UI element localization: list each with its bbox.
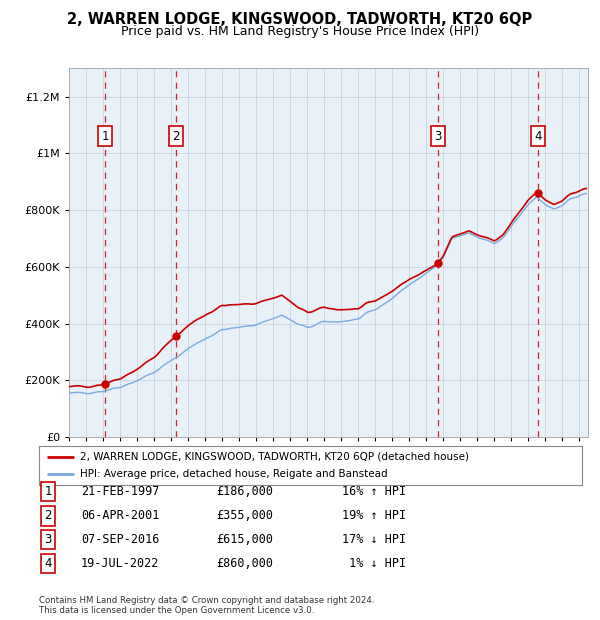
Text: 19% ↑ HPI: 19% ↑ HPI xyxy=(342,510,406,522)
Text: Price paid vs. HM Land Registry's House Price Index (HPI): Price paid vs. HM Land Registry's House … xyxy=(121,25,479,38)
Text: 2, WARREN LODGE, KINGSWOOD, TADWORTH, KT20 6QP: 2, WARREN LODGE, KINGSWOOD, TADWORTH, KT… xyxy=(67,12,533,27)
Text: 3: 3 xyxy=(434,130,442,143)
Text: HPI: Average price, detached house, Reigate and Banstead: HPI: Average price, detached house, Reig… xyxy=(80,469,388,479)
Text: 4: 4 xyxy=(534,130,542,143)
Text: 1: 1 xyxy=(44,485,52,498)
Text: 2, WARREN LODGE, KINGSWOOD, TADWORTH, KT20 6QP (detached house): 2, WARREN LODGE, KINGSWOOD, TADWORTH, KT… xyxy=(80,452,469,462)
Text: 07-SEP-2016: 07-SEP-2016 xyxy=(81,533,160,546)
Text: 19-JUL-2022: 19-JUL-2022 xyxy=(81,557,160,570)
Text: 2: 2 xyxy=(44,510,52,522)
Text: 16% ↑ HPI: 16% ↑ HPI xyxy=(342,485,406,498)
Text: 4: 4 xyxy=(44,557,52,570)
Text: Contains HM Land Registry data © Crown copyright and database right 2024.
This d: Contains HM Land Registry data © Crown c… xyxy=(39,596,374,615)
Text: 1: 1 xyxy=(101,130,109,143)
Text: 06-APR-2001: 06-APR-2001 xyxy=(81,510,160,522)
Text: £186,000: £186,000 xyxy=(216,485,273,498)
Text: £615,000: £615,000 xyxy=(216,533,273,546)
Text: £355,000: £355,000 xyxy=(216,510,273,522)
Text: 21-FEB-1997: 21-FEB-1997 xyxy=(81,485,160,498)
Text: 17% ↓ HPI: 17% ↓ HPI xyxy=(342,533,406,546)
Text: 2: 2 xyxy=(172,130,179,143)
Text: 3: 3 xyxy=(44,533,52,546)
Text: 1% ↓ HPI: 1% ↓ HPI xyxy=(342,557,406,570)
Text: £860,000: £860,000 xyxy=(216,557,273,570)
